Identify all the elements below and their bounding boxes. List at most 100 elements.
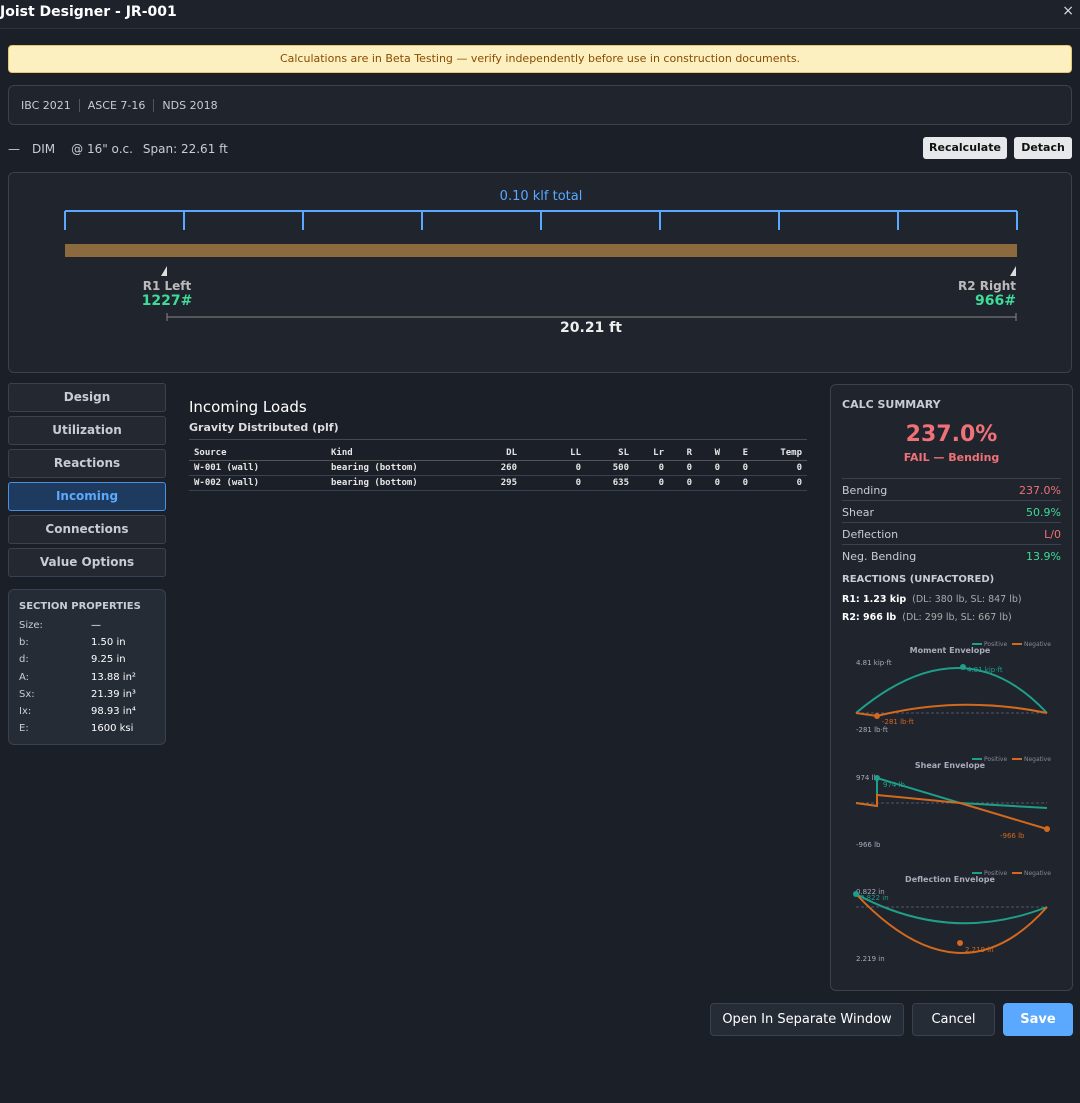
max-point bbox=[853, 891, 859, 897]
column-header: E bbox=[742, 448, 748, 458]
reaction-label: R1: 1.23 kip bbox=[842, 594, 907, 605]
check-label: Shear bbox=[842, 506, 874, 519]
save-button[interactable]: Save bbox=[1003, 1003, 1073, 1036]
property-value: 21.39 in³ bbox=[91, 688, 136, 700]
table-cell: bearing (bottom) bbox=[331, 463, 418, 473]
table-cell: 0 bbox=[658, 478, 664, 488]
rule bbox=[189, 460, 807, 461]
table-cell: 260 bbox=[500, 463, 517, 473]
min-point bbox=[1044, 826, 1050, 832]
min-point bbox=[874, 713, 880, 719]
negative-curve bbox=[855, 703, 1048, 718]
support bbox=[1010, 266, 1016, 276]
max-note: 974 lb bbox=[883, 781, 906, 789]
chart-title: Deflection Envelope bbox=[905, 875, 995, 884]
load-bracket bbox=[64, 210, 1018, 230]
recalculate-button[interactable]: Recalculate bbox=[923, 137, 1007, 159]
max-note: 4.81 kip·ft bbox=[967, 666, 1003, 674]
legend-label: Positive bbox=[984, 641, 1007, 648]
property-label: A: bbox=[19, 671, 30, 683]
check-value: 13.9% bbox=[1026, 550, 1061, 563]
column-header: SL bbox=[618, 448, 629, 458]
column-header: R bbox=[686, 448, 692, 458]
section-properties: SECTION PROPERTIES Size: — b: 1.50 in d: 9.25… bbox=[8, 589, 166, 745]
property-label: Sx: bbox=[19, 688, 35, 700]
support-name: R1 Left bbox=[143, 279, 192, 293]
reaction-row: R2: 966 lb (DL: 299 lb, SL: 667 lb) bbox=[842, 612, 1012, 623]
legend-label: Negative bbox=[1024, 870, 1051, 877]
min-note: -966 lb bbox=[1000, 832, 1025, 840]
table-cell: 0 bbox=[742, 463, 748, 473]
check-row bbox=[842, 478, 1061, 501]
rule bbox=[189, 439, 807, 440]
window-title: Joist Designer - JR-001 bbox=[0, 4, 177, 20]
nav-tab[interactable]: Design bbox=[8, 383, 166, 412]
property-value: 9.25 in bbox=[91, 654, 126, 666]
check-value: 50.9% bbox=[1026, 506, 1061, 519]
table-cell: 0 bbox=[686, 463, 692, 473]
section-title: SECTION PROPERTIES bbox=[19, 601, 141, 612]
column-header: DL bbox=[506, 448, 517, 458]
reaction-label: R2: 966 lb bbox=[842, 612, 897, 623]
negative-curve bbox=[855, 793, 1048, 830]
check-label: Bending bbox=[842, 484, 888, 497]
dim-label: DIM bbox=[32, 142, 56, 156]
close-button[interactable]: × bbox=[1062, 3, 1074, 19]
max-point bbox=[874, 775, 880, 781]
table-cell: 0 bbox=[658, 463, 664, 473]
table-cell: 0 bbox=[796, 463, 802, 473]
check-row bbox=[842, 500, 1061, 523]
span: Span: 22.61 ft bbox=[142, 142, 228, 156]
spacing: @ 16" o.c. bbox=[71, 142, 133, 156]
status: FAIL — Bending bbox=[903, 451, 1000, 464]
legend-label: Negative bbox=[1024, 641, 1051, 648]
reaction-detail: (DL: 380 lb, SL: 847 lb) bbox=[912, 594, 1022, 605]
beam-diagram: 0.10 klf total R1 Left 1227# R2 Right 96… bbox=[64, 189, 1018, 336]
table-cell: 635 bbox=[612, 478, 629, 488]
code: NDS 2018 bbox=[153, 99, 218, 112]
column-header: Source bbox=[194, 448, 227, 458]
row-rule bbox=[189, 490, 807, 491]
table-cell: 0 bbox=[714, 478, 720, 488]
open-window-button[interactable]: Open In Separate Window bbox=[710, 1003, 904, 1036]
nav-tab[interactable]: Connections bbox=[8, 515, 166, 544]
property-value: — bbox=[91, 620, 101, 631]
check-value: 237.0% bbox=[1019, 484, 1061, 497]
min-point bbox=[957, 940, 963, 946]
reactions-title: REACTIONS (UNFACTORED) bbox=[842, 574, 995, 585]
property-label: d: bbox=[19, 654, 29, 666]
diagram-panel: 0.10 klf total R1 Left 1227# R2 Right 96… bbox=[8, 172, 1072, 373]
table-cell: 500 bbox=[612, 463, 629, 473]
property-value: 1.50 in bbox=[91, 637, 126, 649]
cancel-button[interactable]: Cancel bbox=[912, 1003, 995, 1036]
column-header: Kind bbox=[331, 448, 353, 458]
title-bar: Joist Designer - JR-001 × bbox=[0, 0, 1080, 29]
code-list: IBC 2021 ASCE 7-16 NDS 2018 bbox=[21, 99, 218, 112]
legend-label: Positive bbox=[984, 870, 1007, 877]
min-label: -281 lb·ft bbox=[856, 726, 888, 734]
table-cell: W-001 (wall) bbox=[194, 463, 260, 473]
ratio: 237.0% bbox=[905, 422, 998, 447]
property-value: 13.88 in² bbox=[91, 671, 136, 683]
positive-curve bbox=[855, 667, 1048, 714]
check-row bbox=[842, 544, 1061, 567]
nav-tab[interactable]: Reactions bbox=[8, 449, 166, 478]
column-header: LL bbox=[570, 448, 581, 458]
dimension: 20.21 ft bbox=[560, 320, 622, 336]
chart-title: Shear Envelope bbox=[915, 761, 986, 770]
beta-banner: Calculations are in Beta Testing — verif… bbox=[8, 45, 1072, 73]
min-label: 2.219 in bbox=[856, 955, 885, 963]
reaction-detail: (DL: 299 lb, SL: 667 lb) bbox=[902, 612, 1012, 623]
max-point bbox=[960, 664, 966, 670]
table-cell: W-002 (wall) bbox=[194, 478, 260, 488]
nav-tab[interactable]: Value Options bbox=[8, 548, 166, 577]
positive-curve bbox=[855, 893, 1048, 925]
nav-tab[interactable]: Utilization bbox=[8, 416, 166, 445]
code: IBC 2021 bbox=[21, 99, 71, 112]
nav-tab[interactable]: Incoming bbox=[8, 482, 166, 511]
check-row bbox=[842, 522, 1061, 545]
property-value: 1600 ksi bbox=[91, 723, 134, 735]
detach-button[interactable]: Detach bbox=[1014, 137, 1072, 159]
support bbox=[161, 266, 167, 276]
